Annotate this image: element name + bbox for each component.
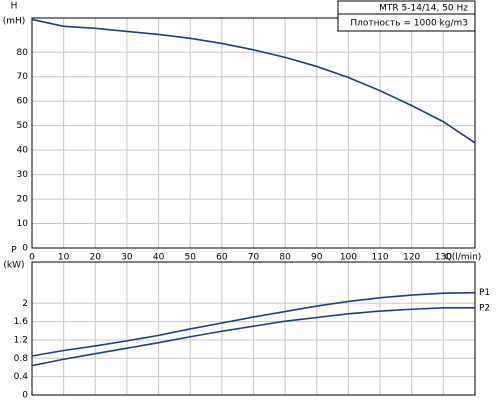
y-tick-label: 60 [17, 97, 29, 107]
x-tick-label: 60 [216, 253, 228, 263]
x-tick-label: 130 [435, 253, 452, 263]
x-tick-label: 20 [90, 253, 102, 263]
y-axis-unit: (kW) [3, 261, 24, 271]
y-tick-label: 1.2 [14, 335, 28, 345]
x-tick-label: 30 [121, 253, 133, 263]
x-tick-label: 50 [184, 253, 196, 263]
curve [31, 18, 476, 144]
series-label: P1 [479, 288, 490, 298]
x-tick-label: 90 [311, 253, 323, 263]
y-tick-label: 0 [22, 244, 28, 254]
series-label: P2 [479, 303, 490, 313]
x-axis-label: Q(l/min) [445, 253, 482, 263]
annotation: MTR 5-14/14, 50 Hz [379, 4, 468, 14]
info-box [337, 0, 476, 32]
plot-frame [31, 17, 476, 249]
y-tick-label: 40 [17, 146, 29, 156]
x-tick-label: 80 [279, 253, 291, 263]
x-tick-label: 40 [153, 253, 165, 263]
plot-frame [31, 261, 476, 396]
x-tick-label: 120 [403, 253, 420, 263]
y-tick-label: 20 [17, 195, 29, 205]
annotation: Плотность = 1000 kg/m3 [350, 19, 468, 29]
y-tick-label: 50 [17, 121, 29, 131]
y-tick-label: 0 [22, 391, 28, 400]
y-axis-label: H [11, 2, 18, 12]
y-tick-label: 0.8 [14, 354, 29, 364]
y-tick-label: 70 [17, 72, 29, 82]
curve [31, 307, 475, 367]
y-tick-label: 0.4 [14, 372, 29, 382]
x-tick-label: 100 [340, 253, 357, 263]
x-tick-label: 0 [29, 253, 35, 263]
x-tick-label: 70 [248, 253, 260, 263]
y-tick-label: 10 [17, 219, 29, 229]
curve [31, 291, 476, 357]
y-tick-label: 80 [17, 48, 29, 58]
x-tick-label: 10 [58, 253, 70, 263]
y-axis-unit: (mH) [3, 17, 26, 27]
y-axis-label: P [11, 246, 17, 256]
y-tick-label: 30 [17, 170, 29, 180]
y-tick-label: 1.6 [14, 317, 29, 327]
x-tick-label: 110 [371, 253, 388, 263]
y-tick-label: 2 [22, 299, 28, 309]
